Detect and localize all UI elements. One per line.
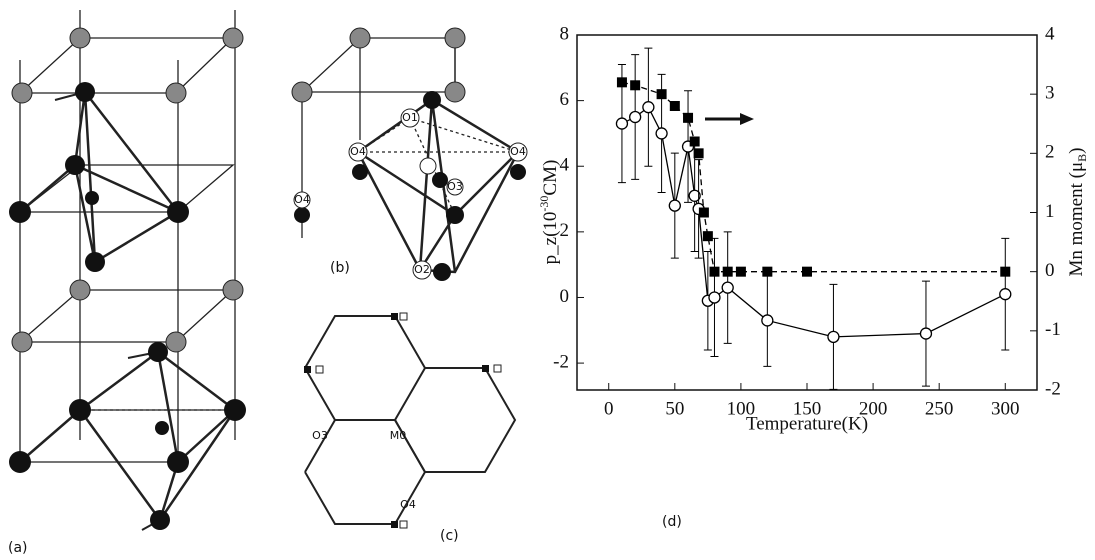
data-point bbox=[690, 137, 700, 147]
panel-label: (d) bbox=[662, 514, 682, 530]
data-point bbox=[802, 267, 812, 277]
y2-tick-label: -2 bbox=[1045, 378, 1061, 399]
x-tick-label: 150 bbox=[793, 398, 822, 419]
y2-tick-label: 0 bbox=[1045, 260, 1055, 281]
panel-labels: (a) (b) (c) (d) bbox=[8, 260, 682, 556]
panel-label: (a) bbox=[8, 540, 28, 556]
data-point bbox=[920, 328, 931, 339]
y2-tick-label: 1 bbox=[1045, 201, 1055, 222]
series-line bbox=[622, 107, 1005, 337]
diagram-c bbox=[305, 316, 515, 524]
atom-label: O4 bbox=[400, 498, 416, 511]
panel-label: (b) bbox=[330, 260, 350, 276]
data-point bbox=[1000, 289, 1011, 300]
data-point bbox=[656, 128, 667, 139]
atom-label: O3 bbox=[312, 429, 328, 442]
x-tick-label: 50 bbox=[665, 398, 684, 419]
x-tick-label: 0 bbox=[604, 398, 614, 419]
data-point bbox=[669, 200, 680, 211]
data-point bbox=[709, 292, 720, 303]
y2-label-part: ) bbox=[1066, 147, 1087, 153]
x-tick-label: 100 bbox=[727, 398, 756, 419]
labels-c: O3 M0 O4 bbox=[312, 429, 416, 511]
data-point bbox=[723, 267, 733, 277]
data-point bbox=[657, 89, 667, 99]
diagram-b bbox=[302, 38, 518, 272]
atoms-a bbox=[9, 28, 246, 530]
diagram-a bbox=[20, 10, 235, 530]
annotation-arrow bbox=[705, 113, 754, 125]
data-point bbox=[699, 208, 709, 218]
y-label-part: p_z(10 bbox=[540, 212, 561, 265]
data-point bbox=[762, 315, 773, 326]
atom-label: O1 bbox=[402, 111, 418, 124]
data-point bbox=[709, 267, 719, 277]
y-tick-label: 8 bbox=[560, 23, 570, 44]
data-point bbox=[736, 267, 746, 277]
y-tick-label: 2 bbox=[560, 220, 570, 241]
data-point bbox=[694, 148, 704, 158]
data-point bbox=[670, 101, 680, 111]
data-point bbox=[616, 118, 627, 129]
x-tick-label: 200 bbox=[859, 398, 888, 419]
data-point bbox=[703, 231, 713, 241]
data-point bbox=[683, 113, 693, 123]
y-label-part: CM) bbox=[540, 160, 561, 196]
atom-label: O2 bbox=[414, 263, 430, 276]
data-point bbox=[722, 282, 733, 293]
atom-label: O3 bbox=[447, 180, 463, 193]
x-tick-label: 300 bbox=[991, 398, 1020, 419]
atoms-c bbox=[304, 313, 501, 528]
atom-label: M0 bbox=[390, 429, 407, 442]
x-tick-label: 250 bbox=[925, 398, 954, 419]
chart: Temperature(K) p_z(10-30CM) Mn moment (μ… bbox=[537, 23, 1089, 434]
y2-axis-label: Mn moment (μB) bbox=[1066, 147, 1088, 276]
panel-label: (c) bbox=[440, 528, 459, 544]
figure: O1 O4 O4 O3 O4 O2 O3 M0 O4 (a) (b) (c) (… bbox=[0, 0, 1095, 560]
atoms-b bbox=[292, 28, 527, 281]
y2-tick-label: 3 bbox=[1045, 83, 1055, 104]
y2-tick-label: 4 bbox=[1045, 23, 1055, 44]
y-tick-label: 0 bbox=[560, 286, 570, 307]
atom-label: O4 bbox=[350, 145, 366, 158]
data-point bbox=[762, 267, 772, 277]
y-tick-label: 4 bbox=[560, 155, 570, 176]
atom-label: O4 bbox=[510, 145, 526, 158]
data-point bbox=[643, 102, 654, 113]
data-point bbox=[828, 331, 839, 342]
y2-tick-label: -1 bbox=[1045, 319, 1061, 340]
y-tick-label: -2 bbox=[553, 351, 569, 372]
atom-label: O4 bbox=[294, 193, 310, 206]
data-point bbox=[630, 112, 641, 123]
data-point bbox=[630, 80, 640, 90]
data-point bbox=[1000, 267, 1010, 277]
y-tick-label: 6 bbox=[560, 89, 570, 110]
y2-label-part: Mn moment (μ bbox=[1066, 162, 1087, 277]
y2-label-part: B bbox=[1075, 154, 1089, 162]
y2-tick-label: 2 bbox=[1045, 142, 1055, 163]
data-point bbox=[617, 77, 627, 87]
y-label-part: -30 bbox=[537, 196, 551, 212]
y-axis-label: p_z(10-30CM) bbox=[537, 160, 562, 265]
